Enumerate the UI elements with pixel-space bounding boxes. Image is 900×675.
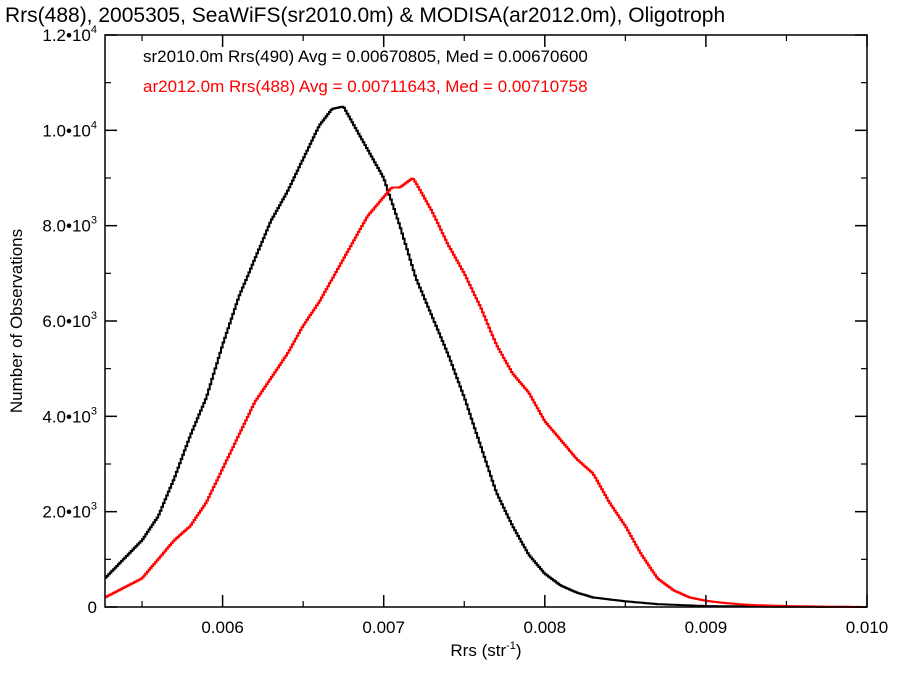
series-layer: [105, 105, 867, 608]
x-tick-label-3: 0.009: [685, 618, 728, 637]
series-line-1: [105, 177, 867, 608]
x-tick-label-1: 0.007: [362, 618, 405, 637]
plot-frame: [104, 34, 868, 608]
y-tick-label-0: 0: [88, 598, 97, 617]
y-tick-label-4: 8.0•103: [42, 215, 97, 236]
legend-entry-ar2012: ar2012.0m Rrs(488) Avg = 0.00711643, Med…: [143, 77, 588, 96]
x-axis-label: Rrs (str-1): [450, 640, 521, 660]
series-line-0: [105, 105, 867, 608]
legend-entry-sr2010: sr2010.0m Rrs(490) Avg = 0.00670805, Med…: [143, 47, 588, 66]
y-axis-label: Number of Observations: [7, 229, 26, 413]
legend: sr2010.0m Rrs(490) Avg = 0.00670805, Med…: [143, 47, 588, 96]
y-tick-label-3: 6.0•103: [42, 310, 97, 331]
y-tick-label-5: 1.0•104: [42, 119, 97, 140]
y-tick-label-6: 1.2•104: [42, 24, 97, 45]
x-tick-label-2: 0.008: [524, 618, 567, 637]
y-tick-label-2: 4.0•103: [42, 405, 97, 426]
chart-title: Rrs(488), 2005305, SeaWiFS(sr2010.0m) & …: [5, 4, 725, 27]
x-tick-label-4: 0.010: [846, 618, 889, 637]
y-tick-label-1: 2.0•103: [42, 501, 97, 522]
x-tick-label-0: 0.006: [201, 618, 244, 637]
ticks-layer: 0.006 0.007 0.008 0.009 0.010 0 2.0•103 4.0•103…: [42, 24, 888, 637]
